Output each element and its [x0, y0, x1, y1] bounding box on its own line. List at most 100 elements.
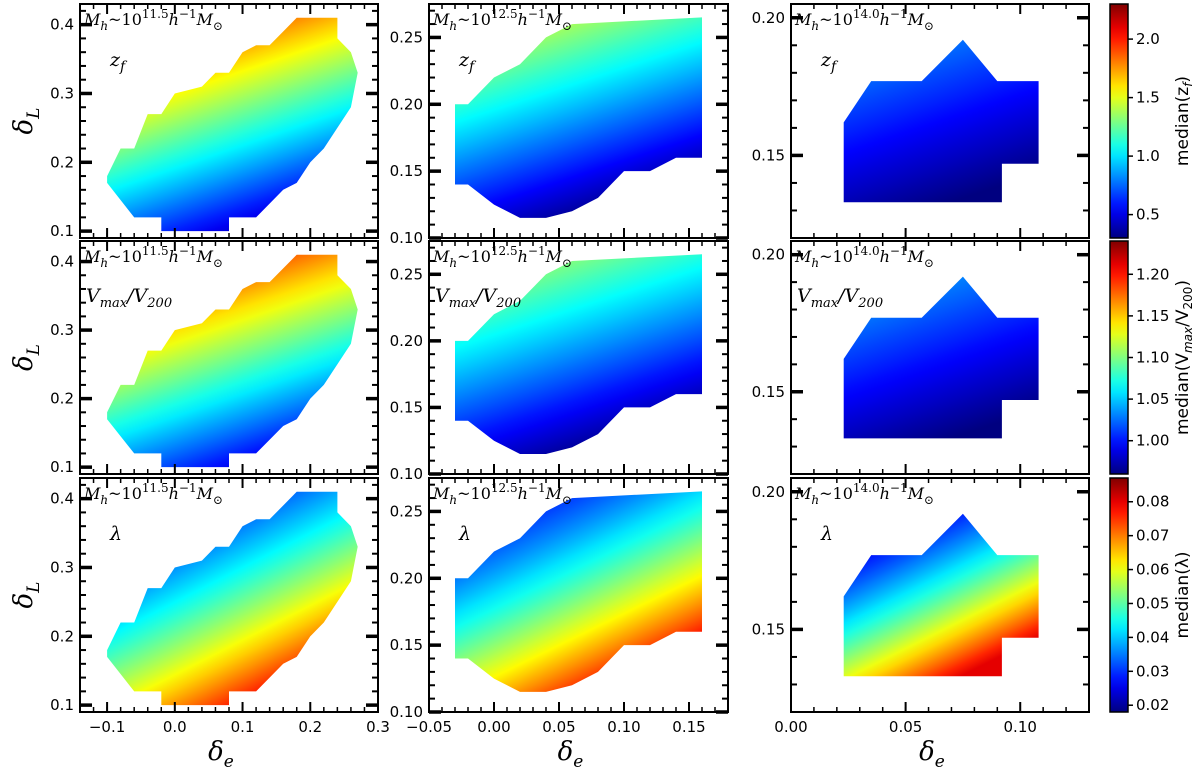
y-tick-label: 0.25 — [390, 28, 423, 46]
y-tick-label: 0.1 — [50, 222, 74, 240]
colorbar-gradient — [1109, 477, 1129, 713]
colorbar-tick-label: 0.05 — [1136, 594, 1169, 612]
quantity-annotation: zf — [458, 49, 477, 75]
x-tick-label: 0.00 — [477, 718, 510, 736]
colorbar-gradient — [1109, 3, 1129, 239]
contour-region — [107, 254, 358, 468]
colorbar-tick-label: 0.08 — [1136, 493, 1169, 511]
x-tick-label: 0.10 — [1004, 718, 1037, 736]
y-tick-label: 0.3 — [50, 321, 74, 339]
y-tick-label: 0.15 — [752, 383, 785, 401]
quantity-annotation: λ — [458, 523, 471, 545]
y-tick-label: 0.1 — [50, 696, 74, 714]
x-tick-label: 0.1 — [231, 718, 255, 736]
colorbar-tick-label: 1.05 — [1136, 390, 1169, 408]
contour-region — [455, 254, 702, 454]
panel-ticks — [790, 4, 1090, 239]
x-tick-label: 0.15 — [672, 718, 705, 736]
panel-frame — [790, 3, 1090, 239]
panel-r1-c1: 0.10 0.15 0.20 0.25 Mh~1012.5h−1M⊙ Vmax/V200 — [390, 240, 729, 483]
axis-titles: δL δL δL δe δe δe — [9, 108, 945, 772]
mass-annotation: Mh~1014.0h−1M⊙ — [794, 244, 934, 270]
colorbar-r2: 0.02 0.03 0.04 0.05 0.06 0.07 0.08 median(λ) — [1109, 477, 1193, 714]
colorbar-tick-label: 0.04 — [1136, 628, 1169, 646]
colorbar-tick-label: 1.15 — [1136, 307, 1169, 325]
panel-frame — [790, 240, 1090, 475]
y-axis-label: δL — [9, 582, 44, 609]
contour-region — [843, 513, 1039, 677]
x-tick-label: 0.2 — [298, 718, 322, 736]
quantity-annotation: zf — [820, 49, 839, 75]
colorbar-tick-label: 2.0 — [1136, 30, 1160, 48]
x-axis-label: δe — [208, 737, 234, 772]
x-tick-label: 0.05 — [542, 718, 575, 736]
contour-region — [843, 276, 1039, 439]
panel-ticks — [79, 478, 379, 712]
mass-annotation: Mh~1014.0h−1M⊙ — [794, 481, 934, 507]
quantity-annotation: Vmax/V200 — [435, 285, 521, 311]
y-tick-label: 0.4 — [50, 253, 74, 271]
y-tick-label: 0.20 — [752, 9, 785, 27]
panel-r1-c0: 0.1 0.2 0.3 0.4 Mh~1011.5h−1M⊙ Vmax/V200 — [50, 240, 379, 476]
y-tick-label: 0.15 — [752, 620, 785, 638]
x-tick-label: 0.3 — [366, 718, 390, 736]
colorbar-tick-label: 0.07 — [1136, 527, 1169, 545]
y-tick-label: 0.3 — [50, 84, 74, 102]
panel-r0-c1: 0.10 0.15 0.20 0.25 Mh~1012.5h−1M⊙ zf — [390, 3, 729, 247]
colorbar-gradient — [1109, 240, 1129, 475]
y-tick-label: 0.25 — [390, 265, 423, 283]
y-axis-label: δL — [9, 344, 44, 371]
x-tick-label: 0.10 — [607, 718, 640, 736]
y-tick-label: 0.15 — [390, 636, 423, 654]
x-tick-label: 0.05 — [889, 718, 922, 736]
y-tick-label: 0.15 — [752, 146, 785, 164]
y-tick-label: 0.10 — [390, 703, 423, 721]
colorbar-tick-label: 1.00 — [1136, 432, 1169, 450]
colorbar-tick-label: 1.10 — [1136, 349, 1169, 367]
y-tick-label: 0.4 — [50, 490, 74, 508]
y-tick-label: 0.2 — [50, 627, 74, 645]
mass-annotation: Mh~1012.5h−1M⊙ — [432, 244, 572, 270]
mass-annotation: Mh~1014.0h−1M⊙ — [794, 7, 934, 33]
panel-r0-c2: 0.15 0.20 Mh~1014.0h−1M⊙ zf — [752, 3, 1090, 239]
quantity-annotation: zf — [109, 49, 128, 75]
y-tick-label: 0.1 — [50, 458, 74, 476]
panel-ticks — [428, 4, 729, 240]
panel-frame — [428, 477, 729, 713]
mass-annotation: Mh~1012.5h−1M⊙ — [432, 7, 572, 33]
panel-ticks — [428, 241, 729, 476]
quantity-annotation: Vmax/V200 — [86, 285, 172, 311]
panel-r2-c1: 0.10 0.15 0.20 0.25 −0.05 0.00 0.05 0.10 0.15 Mh~… — [390, 477, 729, 736]
contour-region — [107, 491, 358, 706]
colorbar-tick-label: 0.02 — [1136, 696, 1169, 714]
y-tick-label: 0.20 — [390, 95, 423, 113]
colorbar-tick-label: 0.5 — [1136, 206, 1160, 224]
contour-region — [107, 17, 358, 232]
colorbar-label: median(zf) — [1173, 76, 1195, 166]
panel-ticks — [79, 4, 379, 238]
panel-frame — [428, 3, 729, 239]
x-tick-label: 0.00 — [774, 718, 807, 736]
x-tick-label: −0.05 — [406, 718, 452, 736]
colorbar-label: median(λ) — [1173, 551, 1193, 638]
panel-ticks — [790, 241, 1090, 475]
panel-ticks — [790, 478, 1090, 713]
panel-r0-c0: 0.1 0.2 0.3 0.4 Mh~1011.5h−1M⊙ zf — [50, 3, 379, 240]
y-tick-label: 0.15 — [390, 398, 423, 416]
y-tick-label: 0.25 — [390, 502, 423, 520]
panel-frame — [428, 240, 729, 475]
x-axis-label: δe — [919, 737, 945, 772]
y-tick-label: 0.2 — [50, 390, 74, 408]
colorbar-tick-label: 0.06 — [1136, 561, 1169, 579]
quantity-annotation: λ — [109, 523, 122, 545]
y-tick-label: 0.20 — [390, 569, 423, 587]
contour-region — [455, 17, 702, 218]
panel-r2-c2: 0.15 0.20 0.00 0.05 0.10 Mh~1014.0h−1M⊙ λ — [752, 477, 1090, 736]
y-tick-label: 0.2 — [50, 153, 74, 171]
mass-annotation: Mh~1011.5h−1M⊙ — [83, 481, 223, 507]
panel-r1-c2: 0.15 0.20 Mh~1014.0h−1M⊙ Vmax/V200 — [752, 240, 1090, 475]
panel-ticks — [428, 478, 729, 714]
panel-r2-c0: 0.1 0.2 0.3 0.4 −0.1 0.0 0.1 0.2 0.3 Mh~1011.5h−1… — [50, 477, 390, 736]
